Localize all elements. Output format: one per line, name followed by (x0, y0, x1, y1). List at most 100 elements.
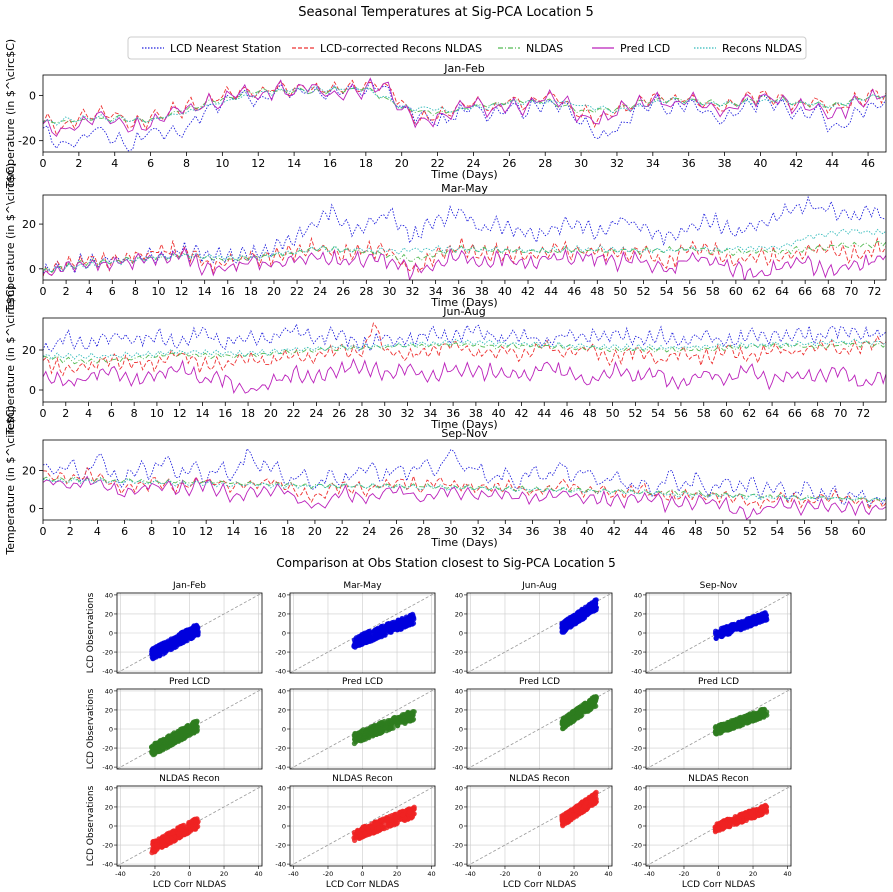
scatter-point (593, 600, 599, 607)
legend-label: Pred LCD (620, 42, 670, 55)
x-tick-label: 52 (743, 525, 757, 538)
scatter-point (383, 724, 389, 730)
x-tick-label: 22 (431, 157, 445, 170)
scatter-point (388, 725, 394, 732)
x-tick-label: 64 (765, 407, 779, 420)
y-tick-label: 20 (278, 610, 286, 618)
x-tick-label: 0 (360, 870, 364, 878)
x-tick-label: 4 (86, 285, 93, 298)
x-tick-label: 20 (267, 285, 281, 298)
scatter-point (363, 730, 369, 736)
scatter-point (574, 714, 581, 720)
scatter-point (755, 712, 761, 718)
scatter-point (191, 627, 197, 633)
y-axis-label: LCD Observations (86, 688, 96, 769)
x-tick-label: 2 (62, 407, 69, 420)
scatter-point (353, 640, 359, 646)
series-line (43, 236, 886, 277)
x-tick-label: 4 (85, 407, 92, 420)
scatter-point (194, 719, 200, 725)
y-tick-label: 20 (105, 610, 113, 618)
x-tick-label: 20 (393, 870, 401, 878)
x-tick-label: 62 (752, 285, 766, 298)
x-tick-label: 28 (417, 525, 431, 538)
scatter-panel: -40 -20 0 20 40 Mar-May (275, 581, 436, 676)
x-axis-label: Time (Days) (430, 168, 497, 181)
x-axis-label: Time (Days) (430, 418, 497, 431)
x-tick-label: 48 (689, 525, 703, 538)
x-tick-label: 6 (109, 285, 116, 298)
scatter-panel-title: NLDAS Recon (159, 774, 220, 784)
x-tick-label: 8 (132, 285, 139, 298)
x-tick-label: 50 (716, 525, 730, 538)
x-tick-label: 20 (308, 525, 322, 538)
x-tick-label: 0 (716, 870, 720, 878)
x-tick-label: 40 (753, 157, 767, 170)
scatter-point (582, 708, 588, 714)
scatter-point (369, 825, 375, 831)
x-tick-label: 22 (335, 525, 349, 538)
scatter-point (577, 809, 583, 815)
x-tick-label: 34 (423, 407, 437, 420)
scatter-point (559, 629, 565, 635)
x-tick-label: 32 (471, 525, 485, 538)
scatter-point (581, 701, 588, 707)
x-tick-label: 52 (628, 407, 642, 420)
y-tick-label: -40 (102, 764, 113, 772)
x-tick-label: 16 (221, 285, 235, 298)
x-tick-label: -40 (288, 870, 299, 878)
scatter-grid: -40 -20 0 20 40 Jan-Feb LCD Observations -40 -20… (86, 581, 792, 890)
scatter-point (581, 607, 587, 613)
scatter-point (362, 735, 368, 741)
x-tick-label: 26 (390, 525, 404, 538)
x-tick-label: 58 (825, 525, 839, 538)
y-tick-label: 20 (22, 464, 36, 477)
scatter-point (387, 822, 393, 828)
y-tick-label: 40 (278, 687, 286, 695)
scatter-point (718, 721, 724, 728)
scatter-point (406, 621, 412, 627)
y-tick-label: 0 (459, 630, 463, 638)
x-tick-label: 40 (580, 525, 594, 538)
scatter-point (742, 715, 748, 721)
x-tick-label: 72 (867, 285, 881, 298)
x-tick-label: 44 (544, 285, 558, 298)
scatter-panel: -40 -20 0 20 40 -40 -20 0 20 40 LCD Corr NLDAS NLDA… (452, 774, 612, 890)
x-tick-label: 50 (606, 407, 620, 420)
y-tick-label: -20 (631, 745, 642, 753)
plot-area (43, 77, 886, 152)
x-tick-label: 32 (610, 157, 624, 170)
scatter-point (760, 708, 766, 714)
x-tick-label: 18 (244, 285, 258, 298)
reference-line (466, 688, 613, 770)
scatter-panel: -40 -20 0 20 40 Jun-Aug (452, 581, 613, 676)
x-tick-label: 18 (359, 157, 373, 170)
y-tick-label: 20 (278, 706, 286, 714)
scatter-cluster (351, 611, 417, 650)
scatter-point (750, 711, 756, 717)
y-tick-label: 20 (455, 706, 463, 714)
x-tick-label: 60 (729, 285, 743, 298)
x-tick-label: 2 (75, 157, 82, 170)
scatter-point (568, 816, 574, 822)
scatter-point (385, 626, 391, 632)
line-panel-jun-aug: 0 2 4 6 8 10 12 14 16 18 20 22 24 26 28 30 32 34 36 38 40 42 4… (4, 285, 887, 436)
scatter-panel: -40 -20 0 20 40 Pred LCD (631, 677, 792, 772)
scatter-point (189, 721, 196, 727)
x-tick-label: 28 (355, 407, 369, 420)
y-axis-label: LCD Observations (86, 592, 96, 673)
scatter-point (411, 811, 417, 817)
x-tick-label: 26 (502, 157, 516, 170)
x-tick-label: 28 (538, 157, 552, 170)
scatter-point (161, 744, 167, 751)
scatter-point (720, 821, 727, 827)
scatter-point (763, 804, 770, 810)
y-tick-label: -40 (631, 764, 642, 772)
reference-line (466, 592, 613, 674)
scatter-point (181, 822, 187, 829)
y-tick-label: 20 (455, 803, 463, 811)
x-tick-label: 40 (783, 870, 791, 878)
scatter-point (718, 625, 725, 632)
scatter-point (188, 819, 194, 825)
y-tick-label: 40 (634, 687, 642, 695)
